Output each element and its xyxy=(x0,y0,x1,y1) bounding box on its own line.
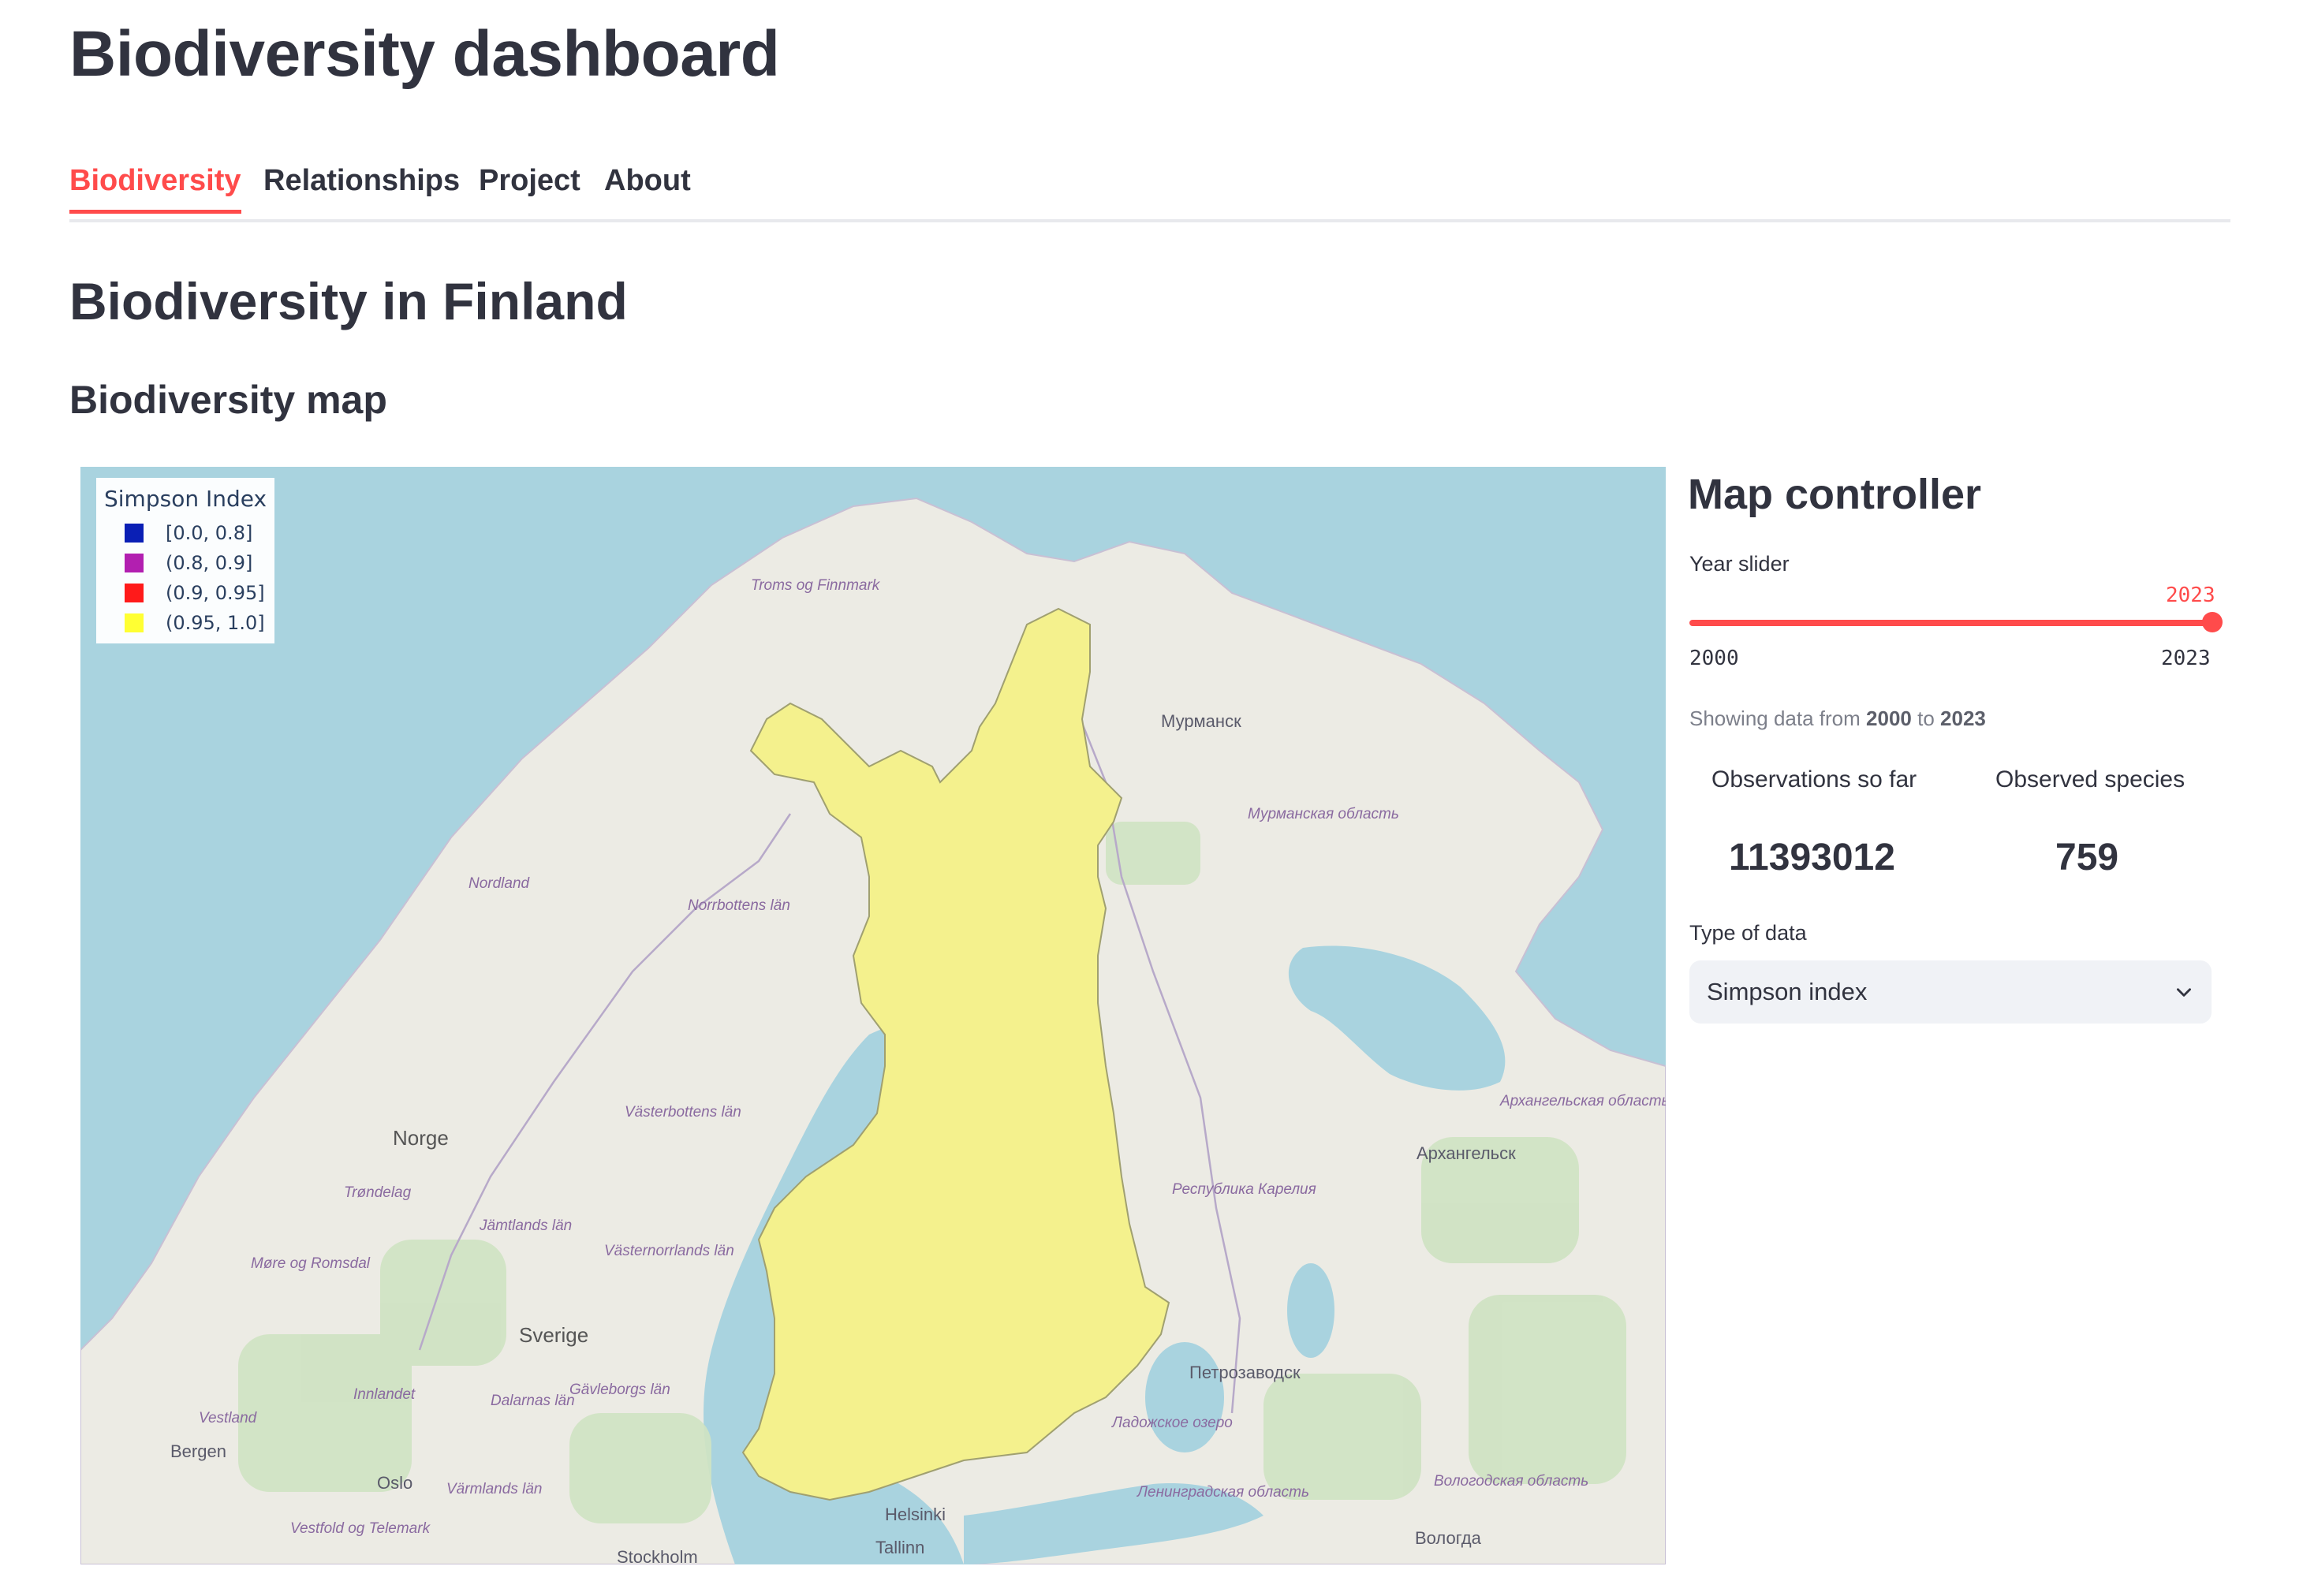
controller-title: Map controller xyxy=(1688,471,1982,518)
lake-ladoga xyxy=(1145,1342,1224,1452)
caption-to: 2023 xyxy=(1940,707,1986,730)
caption-prefix: Showing data from xyxy=(1689,707,1861,730)
label-oslo: Oslo xyxy=(377,1473,413,1493)
label-murmansk-oblast: Мурманская область xyxy=(1248,806,1399,822)
label-norge: Norge xyxy=(393,1126,449,1150)
legend-label: (0.8, 0.9] xyxy=(166,552,253,574)
label-vasternorrland: Västernorrlands län xyxy=(604,1243,734,1259)
chevron-down-icon xyxy=(2177,988,2191,997)
label-vestland: Vestland xyxy=(199,1410,257,1426)
tab-relationships[interactable]: Relationships xyxy=(263,164,461,197)
label-murmansk: Мурманск xyxy=(1161,711,1241,731)
type-of-data-value: Simpson index xyxy=(1707,978,1868,1005)
tab-biodiversity[interactable]: Biodiversity xyxy=(69,164,241,214)
biodiversity-map[interactable]: Troms og Finnmark Мурманск Мурманская об… xyxy=(80,467,1666,1564)
label-sverige: Sverige xyxy=(519,1323,589,1347)
forest-patches xyxy=(238,822,1626,1523)
metric-species-value: 759 xyxy=(2055,837,2119,878)
label-bergen: Bergen xyxy=(170,1441,226,1461)
page-title: Biodiversity in Finland xyxy=(69,272,628,330)
metric-observations-label: Observations so far xyxy=(1711,766,1917,792)
section-title: Biodiversity map xyxy=(69,378,387,422)
metric-species-label: Observed species xyxy=(1995,766,2185,792)
label-more: Møre og Romsdal xyxy=(251,1255,370,1272)
type-of-data-label: Type of data xyxy=(1689,921,1807,945)
legend-swatch xyxy=(125,554,144,572)
caption-mid: to xyxy=(1917,707,1935,730)
legend-label: [0.0, 0.8] xyxy=(166,522,253,544)
label-trondelag: Trøndelag xyxy=(344,1184,412,1201)
app-title: Biodiversity dashboard xyxy=(69,18,780,90)
lake-onega xyxy=(1287,1263,1334,1358)
label-varmland: Värmlands län xyxy=(446,1481,543,1497)
year-slider-thumb[interactable] xyxy=(2202,612,2223,632)
map-basemap xyxy=(80,467,1666,1564)
legend-swatch xyxy=(125,584,144,602)
legend-item[interactable]: (0.95, 1.0] xyxy=(103,608,268,638)
year-slider-track[interactable] xyxy=(1689,620,2210,626)
label-tallinn: Tallinn xyxy=(875,1538,925,1557)
finland-outline xyxy=(741,607,1170,1501)
caption-from: 2000 xyxy=(1866,707,1912,730)
label-leningrad: Ленинградская область xyxy=(1137,1484,1309,1501)
label-norrbotten: Norrbottens län xyxy=(688,897,790,914)
water-white-sea xyxy=(1288,945,1506,1091)
label-dalarna: Dalarnas län xyxy=(491,1393,575,1409)
label-vologda-oblast: Вологодская область xyxy=(1434,1473,1589,1490)
label-innlandet: Innlandet xyxy=(353,1386,416,1403)
label-nordland: Nordland xyxy=(468,875,530,892)
year-slider-min: 2000 xyxy=(1689,647,1739,670)
type-of-data-select[interactable]: Simpson index xyxy=(1689,960,2212,1024)
label-vestfold: Vestfold og Telemark xyxy=(290,1520,431,1537)
label-karelia: Республика Карелия xyxy=(1172,1181,1316,1198)
legend-item[interactable]: (0.9, 0.95] xyxy=(103,578,268,608)
legend-title: Simpson Index xyxy=(104,486,267,512)
label-ladoga: Ладожское озеро xyxy=(1112,1415,1233,1431)
date-range-caption: Showing data from 2000 to 2023 xyxy=(1689,707,1986,731)
legend-label: (0.9, 0.95] xyxy=(166,582,265,604)
label-stockholm: Stockholm xyxy=(617,1547,698,1564)
map-legend: Simpson Index [0.0, 0.8] (0.8, 0.9] (0.9… xyxy=(96,478,274,643)
legend-item[interactable]: [0.0, 0.8] xyxy=(103,518,268,548)
legend-swatch xyxy=(125,613,144,632)
legend-swatch xyxy=(125,524,144,543)
tab-about[interactable]: About xyxy=(604,164,691,197)
label-vologda: Вологда xyxy=(1415,1528,1481,1548)
year-slider-label: Year slider xyxy=(1689,552,1790,576)
label-arkhangelsk: Архангельск xyxy=(1417,1143,1516,1163)
label-vasterbotten: Västerbottens län xyxy=(625,1104,741,1121)
legend-item[interactable]: (0.8, 0.9] xyxy=(103,548,268,578)
label-helsinki: Helsinki xyxy=(885,1505,946,1524)
year-slider-value: 2023 xyxy=(2166,584,2215,607)
label-troms: Troms og Finnmark xyxy=(751,577,880,594)
label-arkhangelsk-oblast: Архангельская область xyxy=(1500,1093,1666,1109)
year-slider-max: 2023 xyxy=(2161,647,2211,670)
label-petrozavodsk: Петрозаводск xyxy=(1189,1363,1301,1382)
metric-observations-value: 11393012 xyxy=(1729,837,1895,878)
label-jamtland: Jämtlands län xyxy=(480,1218,573,1234)
label-gavleborg: Gävleborgs län xyxy=(569,1382,670,1398)
tab-bar: Biodiversity Relationships Project About xyxy=(69,156,2230,222)
water-gulf-finland xyxy=(964,1483,1263,1564)
tab-project[interactable]: Project xyxy=(479,164,580,197)
legend-label: (0.95, 1.0] xyxy=(166,612,265,634)
